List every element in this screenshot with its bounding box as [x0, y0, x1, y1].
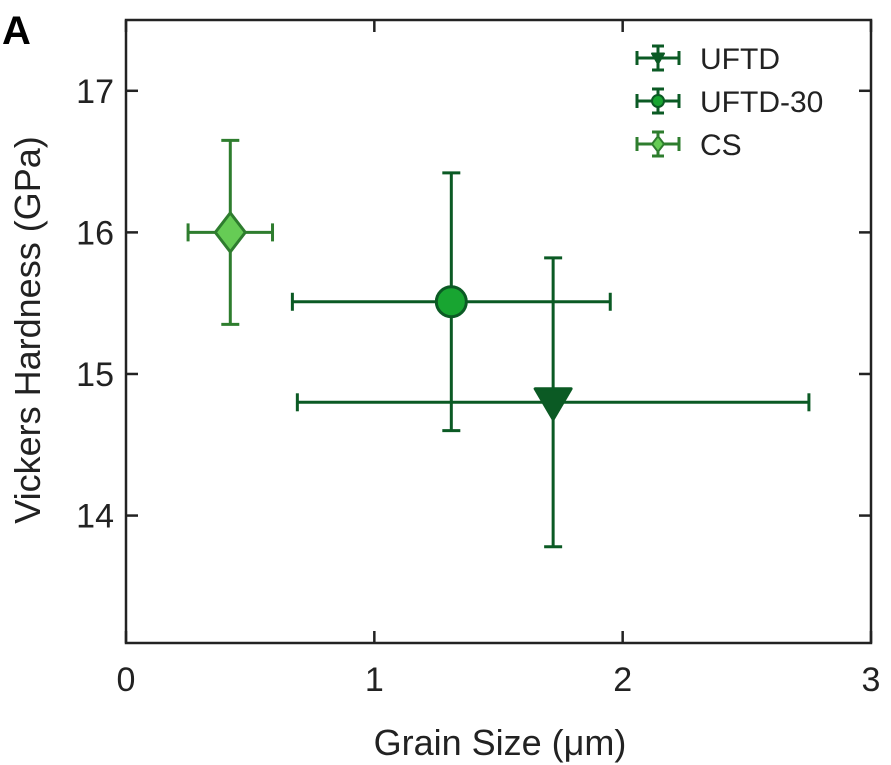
y-tick-label: 16 [76, 214, 114, 252]
point-uftd [533, 387, 573, 421]
legend-marker-uftd-30 [651, 94, 665, 108]
data-points [213, 211, 573, 421]
y-tick-label: 17 [76, 73, 114, 111]
x-tick-label: 1 [365, 661, 384, 699]
point-uftd-30 [434, 285, 468, 319]
legend: UFTD UFTD-30 CS [635, 43, 823, 162]
y-tick-label: 14 [76, 498, 114, 536]
plot-frame [124, 18, 873, 645]
panel-label: A [2, 9, 31, 53]
legend-label-uftd-30: UFTD-30 [700, 86, 823, 119]
x-tick-label: 0 [117, 661, 136, 699]
y-axis-label: Vickers Hardness (GPa) [7, 136, 48, 523]
legend-label-uftd: UFTD [700, 43, 780, 76]
x-axis-label: Grain Size (μm) [374, 722, 627, 763]
y-tick-label: 15 [76, 356, 114, 394]
legend-marker-uftd [651, 52, 665, 65]
point-cs [213, 211, 247, 254]
error-bars [186, 138, 811, 549]
plot-area: 0 1 2 3 14 15 16 17 UFTD UFTD-30 CS [76, 18, 880, 699]
legend-label-cs: CS [700, 129, 742, 162]
x-tick-label: 3 [862, 661, 881, 699]
legend-marker-cs [651, 135, 665, 153]
x-tick-label: 2 [613, 661, 632, 699]
axis-ticks: 0 1 2 3 14 15 16 17 [76, 20, 880, 699]
